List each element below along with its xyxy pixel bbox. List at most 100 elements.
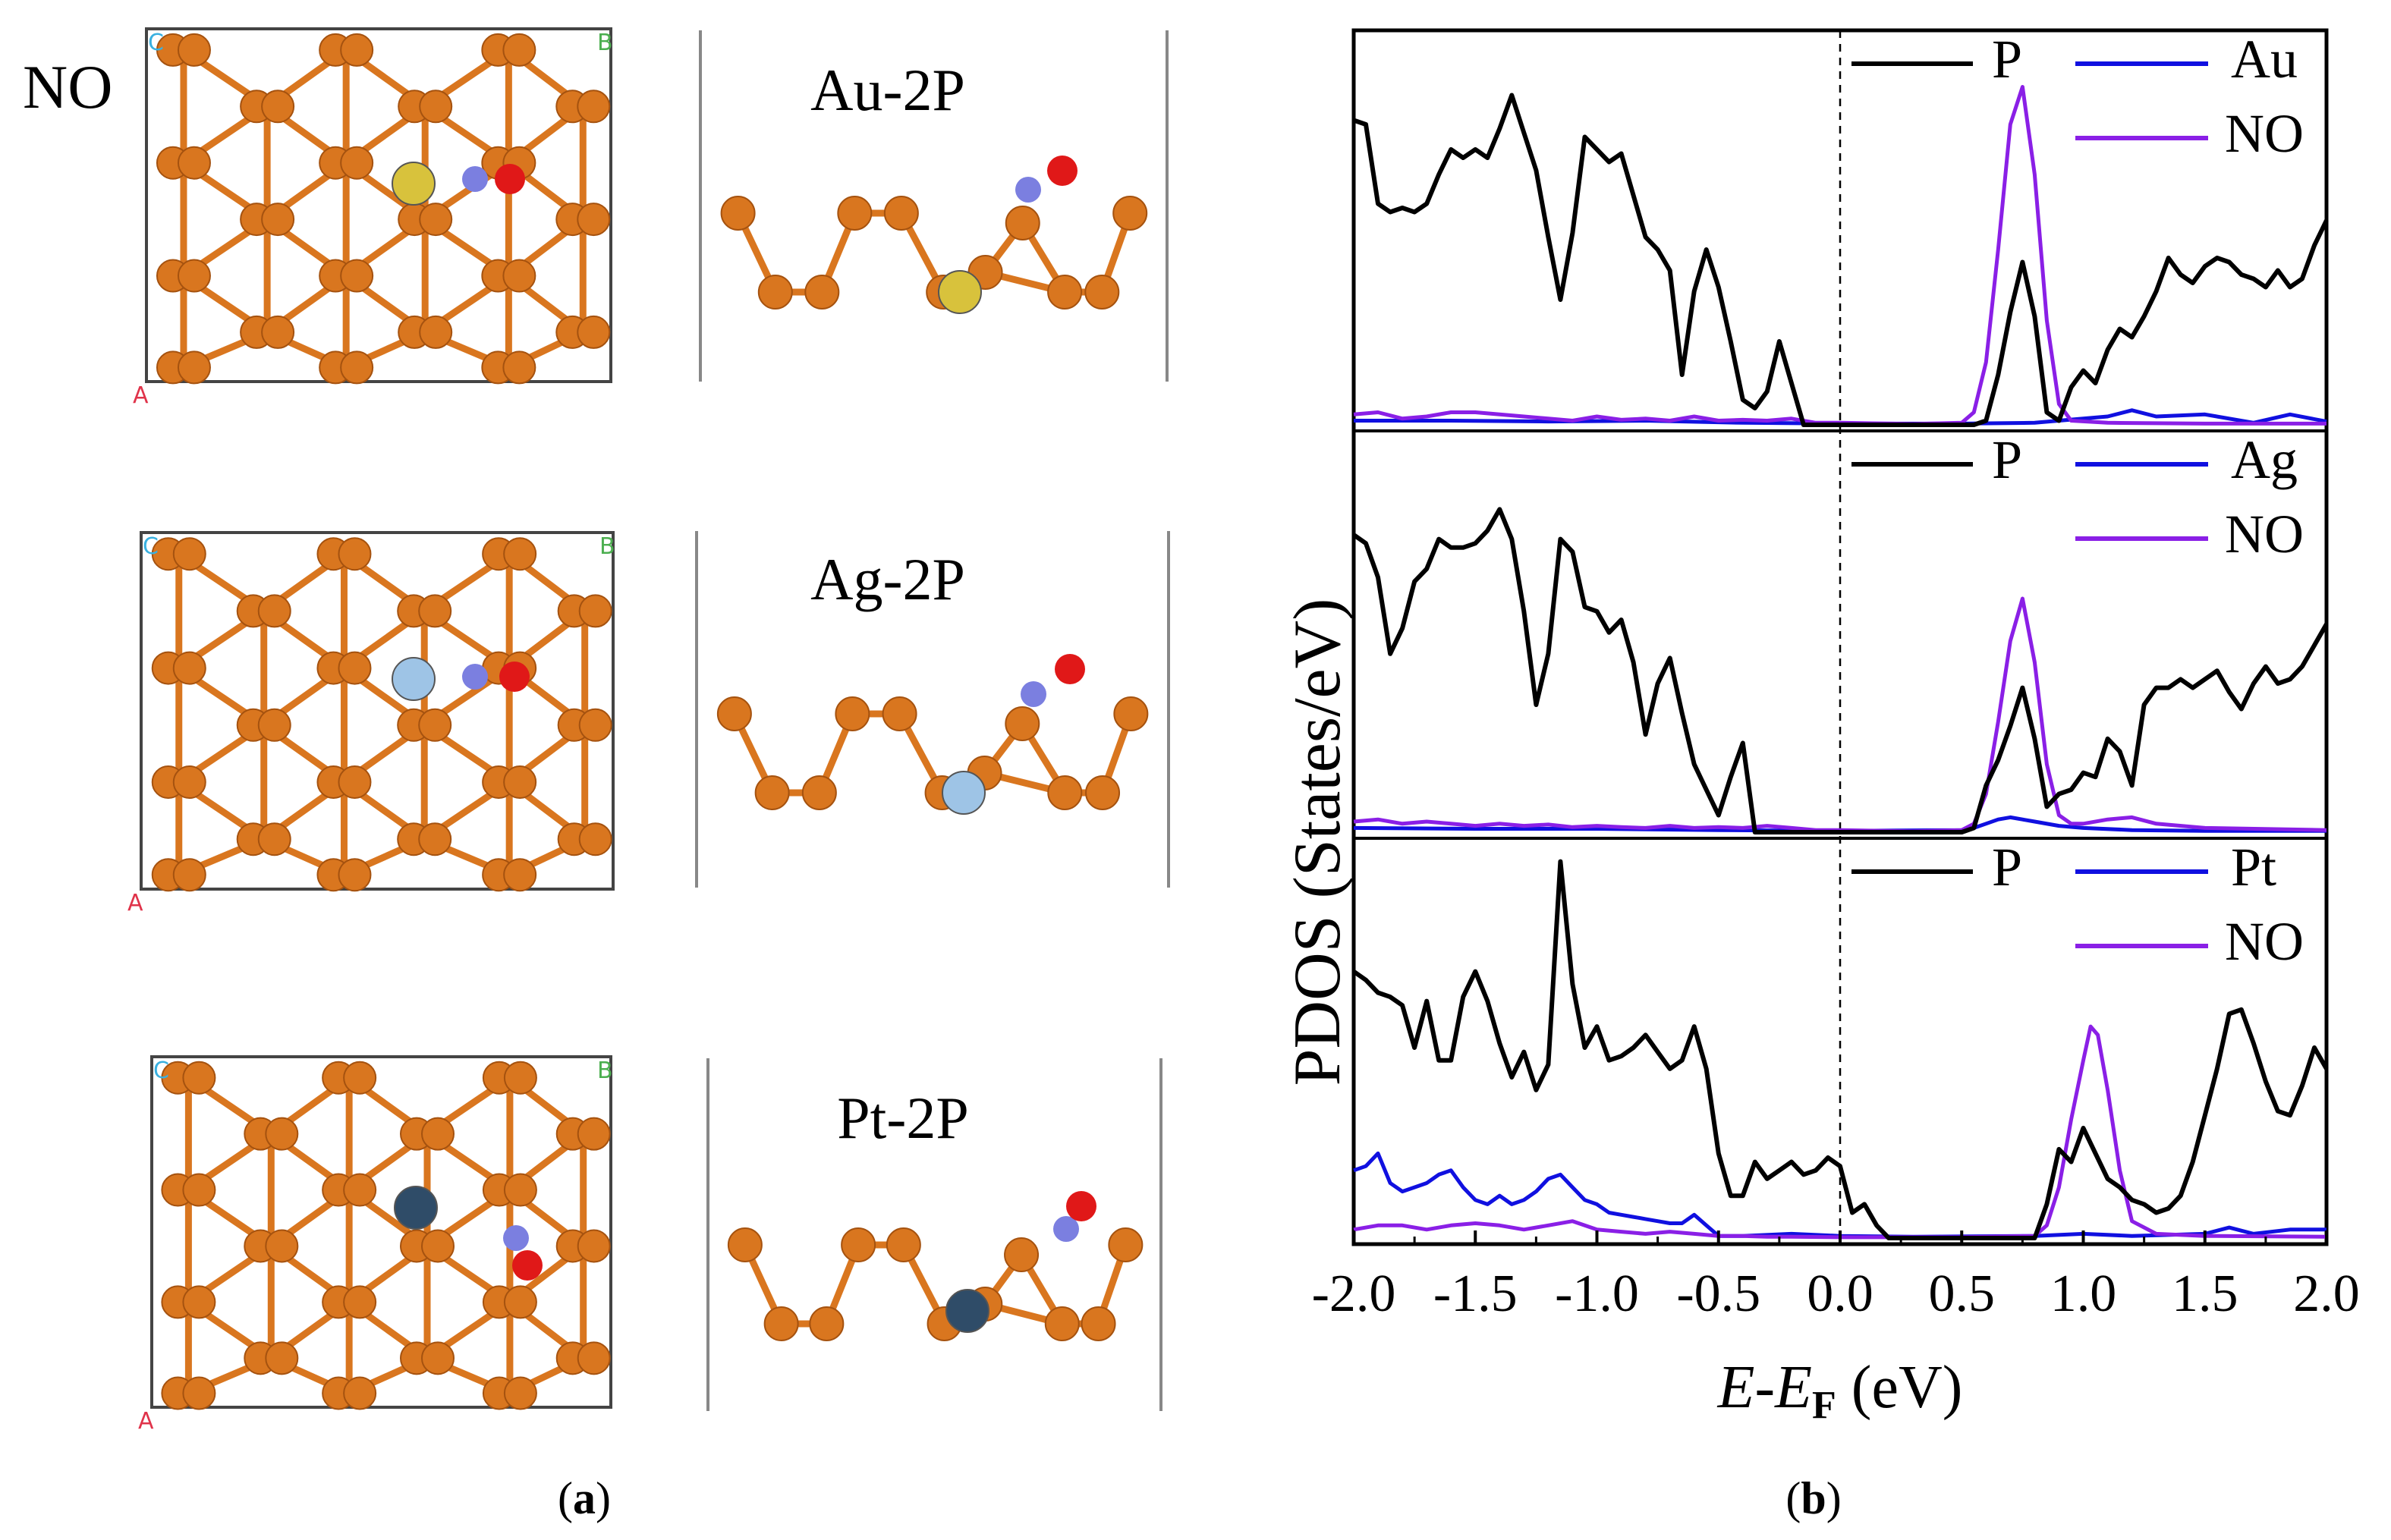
p-atom [172, 858, 206, 892]
p-atom [835, 696, 870, 731]
o-atom [495, 164, 525, 194]
structure-label-pt: Pt-2P [837, 1085, 968, 1151]
x-tick-label: 1.5 [2172, 1265, 2238, 1323]
pdos-panel-au: P Au NO [1353, 29, 2329, 427]
o-atom [1066, 1191, 1096, 1221]
p-atom [340, 146, 374, 180]
p-atom [1112, 196, 1148, 231]
p-atom [182, 1173, 216, 1207]
p-atom [763, 1306, 799, 1341]
p-atom [503, 1285, 537, 1319]
p-atom [265, 1229, 299, 1263]
p-atom [343, 1285, 377, 1319]
p-atom [418, 822, 452, 856]
p-atom [257, 708, 291, 742]
p-atom [177, 350, 211, 385]
caption-b-close: ) [1826, 1473, 1842, 1523]
pdos-panel-ag: P Ag NO [1352, 429, 2329, 834]
x-tick-label: -2.0 [1312, 1265, 1396, 1323]
p-atom [419, 90, 453, 124]
p-atom [503, 1061, 537, 1095]
o-atom [512, 1250, 543, 1281]
legend-label-metal: Au [2231, 29, 2298, 90]
series-line-no [1353, 596, 2327, 834]
legend-label-p: P [1992, 29, 2022, 90]
side-views [695, 30, 1170, 1411]
o-atom [499, 662, 530, 692]
structure-label-ag: Ag-2P [810, 546, 965, 612]
p-atom [1044, 1306, 1080, 1341]
axis-letter-a: A [133, 382, 149, 409]
x-axis-label: E-EF (eV) [1717, 1354, 1963, 1427]
p-atom [257, 594, 291, 628]
axis-letter-c: C [153, 1058, 169, 1084]
o-atom [1047, 156, 1078, 186]
p-atom [577, 1341, 611, 1375]
p-atom [1081, 1306, 1116, 1341]
cell-frame [145, 27, 612, 383]
p-atom [503, 765, 537, 799]
top-view-au: A C B [133, 27, 613, 409]
p-atom [172, 651, 206, 685]
p-atom [886, 1227, 921, 1262]
p-atom [837, 196, 873, 231]
legend-label-metal: Ag [2231, 429, 2298, 490]
cell-frame [140, 531, 615, 891]
pdos-panel-pt: P Pt NO [1352, 837, 2329, 1240]
caption-a: (a) [558, 1473, 611, 1523]
n-atom [1021, 681, 1046, 707]
adsorbate-label: NO [23, 52, 112, 121]
p-atom [172, 537, 206, 571]
dopant-atom [945, 1289, 989, 1333]
axis-letter-b: B [599, 533, 615, 560]
panel-a-structures: NO A C B A C B A C B Au-2P Ag-2P Pt-2P [23, 27, 1170, 1435]
series-line-p [1353, 93, 2329, 427]
series-line-p [1352, 859, 2329, 1240]
n-atom [1053, 1216, 1079, 1242]
p-atom [883, 196, 919, 231]
p-atom [418, 594, 452, 628]
p-atom [1047, 275, 1083, 310]
n-atom [503, 1225, 529, 1251]
p-atom [578, 822, 612, 856]
p-atom [340, 350, 374, 385]
p-atom [727, 1227, 763, 1262]
axis-letter-c: C [148, 30, 164, 56]
pdos-plot-area: P Au NO P Ag NO P Pt NO -2.0 -1.5 -1.0 -0.5 0.0 0.5 1.0… [1312, 28, 2360, 1323]
n-atom [1015, 177, 1041, 203]
x-tick-label: -1.5 [1433, 1265, 1518, 1323]
n-atom [462, 166, 488, 192]
p-atom [503, 1173, 537, 1207]
dopant-atom [392, 162, 436, 206]
p-atom [502, 33, 536, 67]
legend-label-no: NO [2225, 504, 2304, 564]
top-view-ag: A C B [127, 531, 615, 916]
p-atom [1084, 275, 1120, 310]
legend-label-metal: Pt [2231, 837, 2276, 897]
p-atom [804, 275, 840, 310]
p-atom [265, 1341, 299, 1375]
p-atom [261, 90, 295, 124]
x-label-e: E [1717, 1354, 1755, 1421]
p-atom [261, 315, 295, 349]
series-line-no [1353, 85, 2327, 426]
p-atom [1108, 1227, 1144, 1262]
caption-b-open: ( [1785, 1473, 1801, 1523]
p-atom [340, 33, 374, 67]
axis-letter-a: A [127, 890, 143, 916]
dopant-atom [394, 1186, 438, 1230]
p-atom [809, 1306, 845, 1341]
o-atom [1055, 654, 1085, 684]
p-atom [338, 651, 372, 685]
p-atom [716, 696, 752, 731]
axis-letter-b: B [597, 30, 613, 56]
p-atom [577, 1229, 611, 1263]
dopant-atom [938, 270, 982, 314]
dopant-atom [392, 657, 436, 701]
p-atom [418, 708, 452, 742]
axis-letter-c: C [143, 533, 159, 560]
p-atom [1004, 1237, 1040, 1272]
p-atom [338, 765, 372, 799]
x-tick-label: 1.0 [2050, 1265, 2117, 1323]
